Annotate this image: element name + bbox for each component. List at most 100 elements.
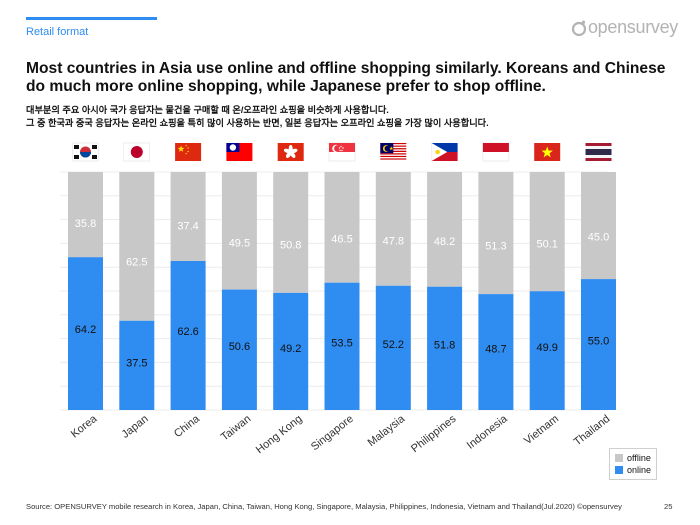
flag-stripe (380, 153, 407, 155)
bar-online (119, 320, 155, 410)
flag-taegeuk-bottom (80, 152, 91, 158)
flag-moon-cut (334, 145, 341, 152)
flag-sun (130, 146, 143, 158)
category-label: Thailand (572, 413, 613, 448)
category-label: Indonesia (465, 412, 511, 451)
bar-online (170, 261, 206, 410)
data-label-offline: 50.8 (280, 240, 301, 252)
bar-online (273, 292, 309, 410)
chart-legend: offline online (609, 448, 658, 480)
flag-red-band (431, 152, 458, 161)
malaysia-flag-icon (380, 143, 407, 161)
data-label-offline: 37.4 (177, 220, 198, 232)
bar-online (427, 286, 463, 410)
data-label-online: 62.6 (177, 326, 198, 338)
flag-red-band (482, 143, 509, 152)
data-label-offline: 35.8 (75, 218, 96, 230)
korea-flag-icon (72, 142, 99, 162)
bar-online (324, 282, 360, 410)
opensurvey-logo-icon (571, 20, 587, 36)
page-subtitle-line-1: 대부분의 주요 아시아 국가 응답자는 물건을 구매할 때 온/오프라인 쇼핑을… (26, 105, 389, 115)
hong-kong-flag-icon (277, 143, 304, 161)
section-label: Retail format (26, 26, 89, 38)
flag-small-star (187, 146, 190, 149)
flag-petal (290, 151, 296, 158)
philippines-flag-icon (431, 143, 458, 161)
data-label-offline: 48.2 (434, 236, 455, 248)
data-label-online: 52.2 (383, 339, 404, 351)
bar-offline (324, 172, 360, 283)
logo-text: opensurvey (587, 17, 678, 37)
data-label-offline: 47.8 (383, 235, 404, 247)
flag-small-star (341, 149, 343, 152)
bar-online (478, 294, 514, 410)
bar-online (68, 257, 103, 410)
bar-offline (529, 172, 565, 292)
data-label-online: 53.5 (331, 338, 352, 350)
category-label: Hong Kong (254, 413, 305, 456)
flag-small-star (185, 144, 188, 147)
indonesia-flag-icon (482, 142, 510, 162)
page-title-line-2: do much more online shopping, while Japa… (26, 78, 546, 95)
thailand-flag-icon (585, 143, 612, 161)
flag-trigram (92, 145, 97, 149)
data-label-offline: 46.5 (331, 233, 352, 245)
bar-offline (68, 172, 103, 258)
data-label-online: 51.8 (434, 340, 455, 352)
bar-offline (581, 172, 616, 280)
flag-stripe (380, 159, 407, 161)
legend-entry-online: online (615, 464, 651, 476)
flag-stripe (585, 143, 612, 146)
data-label-offline: 49.5 (229, 238, 250, 250)
category-label: Malaysia (366, 412, 408, 449)
legend-swatch-offline (615, 454, 623, 462)
flag-small-star (342, 147, 344, 149)
data-label-offline: 51.3 (485, 240, 506, 252)
flag-stripe (380, 157, 407, 159)
flag-petal (283, 148, 291, 154)
flag-stripe (380, 154, 407, 156)
legend-entry-offline: offline (615, 452, 651, 464)
china-flag-icon (175, 143, 202, 161)
category-label: Philippines (409, 413, 459, 456)
flag-petal (285, 151, 292, 158)
flag-moon-cut (384, 145, 391, 152)
flag-red-band (329, 143, 355, 152)
flag-sun (435, 149, 440, 155)
data-label-offline: 62.5 (126, 256, 147, 268)
vietnam-flag-icon (534, 143, 561, 161)
category-label: Japan (120, 413, 151, 441)
flag-small-star (187, 150, 190, 153)
bar-offline (375, 172, 411, 286)
flag-field (175, 143, 202, 161)
bar-online (375, 285, 411, 410)
flag-star (389, 146, 394, 151)
flag-big-star (177, 145, 185, 152)
data-label-online: 48.7 (485, 344, 506, 356)
taiwan-flag-icon (226, 143, 253, 161)
flag-small-star (338, 147, 341, 149)
flag-sun (229, 144, 237, 151)
page-subtitle: 대부분의 주요 아시아 국가 응답자는 물건을 구매할 때 온/오프라인 쇼핑을… (26, 104, 686, 130)
bar-online (581, 279, 616, 410)
legend-label-offline: offline (627, 453, 651, 463)
category-label: Taiwan (219, 413, 253, 444)
opensurvey-logo: opensurvey (571, 17, 678, 38)
data-label-online: 55.0 (588, 336, 609, 348)
flag-small-star (340, 145, 342, 148)
data-label-online: 50.6 (229, 341, 250, 353)
bar-offline (427, 172, 463, 287)
data-label-offline: 50.1 (536, 239, 557, 251)
flag-stripe (585, 149, 612, 155)
flag-trigram (74, 145, 79, 149)
data-label-online: 49.2 (280, 343, 301, 355)
flag-stripe (585, 146, 612, 149)
flag-stripe (380, 158, 407, 160)
japan-flag-icon (123, 142, 151, 162)
page-title: Most countries in Asia use online and of… (26, 60, 676, 96)
page-subtitle-line-2: 그 중 한국과 중국 응답자는 온라인 쇼핑을 특히 많이 사용하는 반면, 일… (26, 118, 489, 128)
bar-online (221, 289, 257, 410)
legend-label-online: online (627, 465, 652, 475)
flag-star (541, 146, 553, 158)
